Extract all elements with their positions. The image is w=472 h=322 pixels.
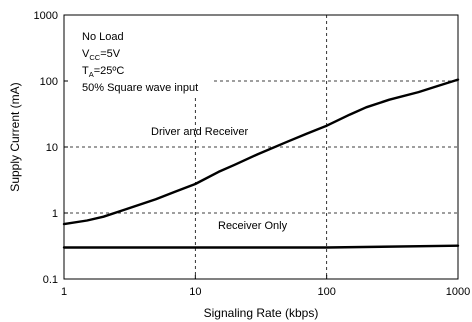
x-tick-label: 1000 xyxy=(446,286,470,298)
x-axis-title: Signaling Rate (kbps) xyxy=(204,306,319,320)
y-tick-label: 100 xyxy=(40,76,58,88)
plot-frame xyxy=(63,14,459,280)
condition-input: 50% Square wave input xyxy=(82,82,198,94)
x-tick-label: 100 xyxy=(317,286,335,298)
x-tick-label: 1 xyxy=(61,286,67,298)
y-tick-label: 1 xyxy=(52,208,58,220)
series-line-receiver-only xyxy=(62,244,460,249)
series-line-driver-and-receiver xyxy=(62,78,460,226)
series-lines xyxy=(62,78,460,249)
grid-lines xyxy=(64,15,458,279)
condition-vcc: VCC=5V xyxy=(82,48,121,62)
conditions-block: No Load VCC=5V TA=25ºC 50% Square wave i… xyxy=(82,31,198,94)
y-tick-label: 0.1 xyxy=(43,274,58,286)
series-label-driver-and-receiver: Driver and Receiver xyxy=(151,126,249,138)
series-label-receiver-only: Receiver Only xyxy=(218,220,288,232)
x-tick-label: 10 xyxy=(189,286,201,298)
y-axis-title: Supply Current (mA) xyxy=(8,82,22,191)
y-tick-label: 1000 xyxy=(34,10,58,22)
condition-temperature: TA=25ºC xyxy=(82,65,124,79)
y-tick-label: 10 xyxy=(46,142,58,154)
condition-load: No Load xyxy=(82,31,124,43)
